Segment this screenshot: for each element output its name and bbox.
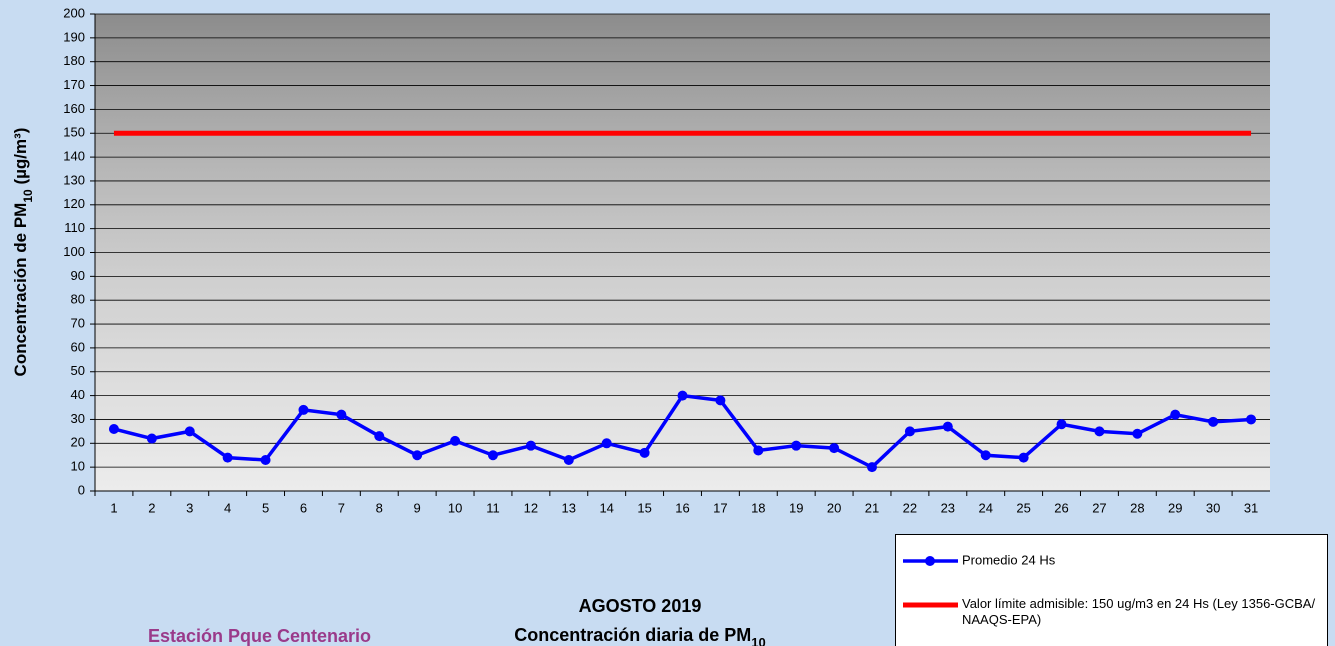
y-tick-label: 140 — [63, 149, 85, 164]
y-tick-label: 10 — [71, 459, 85, 474]
x-tick-label: 6 — [300, 500, 307, 515]
x-tick-label: 7 — [338, 500, 345, 515]
data-point — [147, 434, 157, 444]
legend-label: Promedio 24 Hs — [962, 552, 1056, 567]
y-tick-label: 60 — [71, 339, 85, 354]
legend-label: Valor límite admisible: 150 ug/m3 en 24 … — [962, 596, 1328, 628]
data-point — [715, 395, 725, 405]
data-point — [298, 405, 308, 415]
x-tick-label: 31 — [1244, 500, 1258, 515]
data-point — [109, 424, 119, 434]
y-tick-label: 90 — [71, 268, 85, 283]
x-tick-label: 2 — [148, 500, 155, 515]
y-tick-label: 130 — [63, 172, 85, 187]
y-label-unit: (µg/m³) — [11, 128, 30, 190]
data-point — [829, 443, 839, 453]
x-tick-label: 30 — [1206, 500, 1220, 515]
x-tick-label: 14 — [599, 500, 613, 515]
data-point — [678, 391, 688, 401]
y-tick-label: 150 — [63, 125, 85, 140]
data-point — [602, 438, 612, 448]
x-tick-label: 26 — [1054, 500, 1068, 515]
x-tick-label: 11 — [486, 500, 500, 515]
x-tick-label: 4 — [224, 500, 231, 515]
data-point — [526, 441, 536, 451]
chart-subtitle: Concentración diaria de PM10 — [514, 625, 766, 646]
data-point — [1094, 426, 1104, 436]
y-tick-label: 110 — [64, 220, 85, 235]
y-tick-label: 190 — [63, 29, 85, 44]
y-tick-label: 200 — [63, 5, 85, 20]
x-tick-label: 18 — [751, 500, 765, 515]
x-tick-label: 19 — [789, 500, 803, 515]
data-point — [791, 441, 801, 451]
data-point — [1246, 414, 1256, 424]
data-point — [336, 410, 346, 420]
y-tick-label: 20 — [71, 435, 85, 450]
x-tick-label: 20 — [827, 500, 841, 515]
y-tick-label: 170 — [63, 77, 85, 92]
x-tick-label: 17 — [713, 500, 727, 515]
data-point — [223, 453, 233, 463]
x-tick-label: 22 — [903, 500, 917, 515]
y-tick-label: 160 — [63, 101, 85, 116]
y-label-sub: 10 — [21, 189, 35, 203]
y-tick-label: 30 — [71, 411, 85, 426]
data-point — [450, 436, 460, 446]
data-point — [1132, 429, 1142, 439]
data-point — [374, 431, 384, 441]
x-tick-label: 23 — [941, 500, 955, 515]
y-tick-label: 80 — [71, 292, 85, 307]
station-label: Estación Pque Centenario — [148, 626, 371, 646]
data-point — [1208, 417, 1218, 427]
y-tick-label: 40 — [71, 387, 85, 402]
data-point — [943, 422, 953, 432]
title-main: Concentración diaria de PM — [514, 625, 751, 645]
x-tick-label: 24 — [978, 500, 992, 515]
x-tick-label: 28 — [1130, 500, 1144, 515]
data-point — [412, 450, 422, 460]
data-point — [981, 450, 991, 460]
data-point — [640, 448, 650, 458]
data-point — [488, 450, 498, 460]
data-point — [1170, 410, 1180, 420]
x-tick-label: 29 — [1168, 500, 1182, 515]
legend-text-box: Valor límite admisible: 150 ug/m3 en 24 … — [962, 596, 1328, 640]
x-tick-label: 12 — [524, 500, 538, 515]
x-tick-label: 8 — [376, 500, 383, 515]
chart: Concentración de PM10 (µg/m³) AGOSTO 201… — [0, 0, 1335, 646]
y-tick-label: 70 — [71, 315, 85, 330]
legend-marker — [925, 556, 935, 566]
data-point — [564, 455, 574, 465]
x-tick-label: 1 — [110, 500, 117, 515]
x-tick-label: 10 — [448, 500, 462, 515]
x-tick-label: 16 — [675, 500, 689, 515]
title-sub: 10 — [751, 635, 765, 646]
data-point — [867, 462, 877, 472]
y-label-main: Concentración de PM — [11, 203, 30, 377]
x-tick-label: 27 — [1092, 500, 1106, 515]
data-point — [261, 455, 271, 465]
x-tick-label: 15 — [637, 500, 651, 515]
y-tick-label: 180 — [63, 53, 85, 68]
x-tick-label: 25 — [1016, 500, 1030, 515]
data-point — [753, 445, 763, 455]
data-point — [1019, 453, 1029, 463]
data-point — [185, 426, 195, 436]
y-tick-label: 0 — [78, 482, 85, 497]
x-tick-label: 21 — [865, 500, 879, 515]
y-tick-label: 100 — [63, 244, 85, 259]
y-tick-label: 120 — [63, 196, 85, 211]
data-point — [1057, 419, 1067, 429]
x-tick-label: 13 — [562, 500, 576, 515]
y-tick-label: 50 — [71, 363, 85, 378]
chart-title: AGOSTO 2019 — [579, 596, 702, 616]
data-point — [905, 426, 915, 436]
x-tick-label: 9 — [414, 500, 421, 515]
x-tick-label: 3 — [186, 500, 193, 515]
x-tick-label: 5 — [262, 500, 269, 515]
